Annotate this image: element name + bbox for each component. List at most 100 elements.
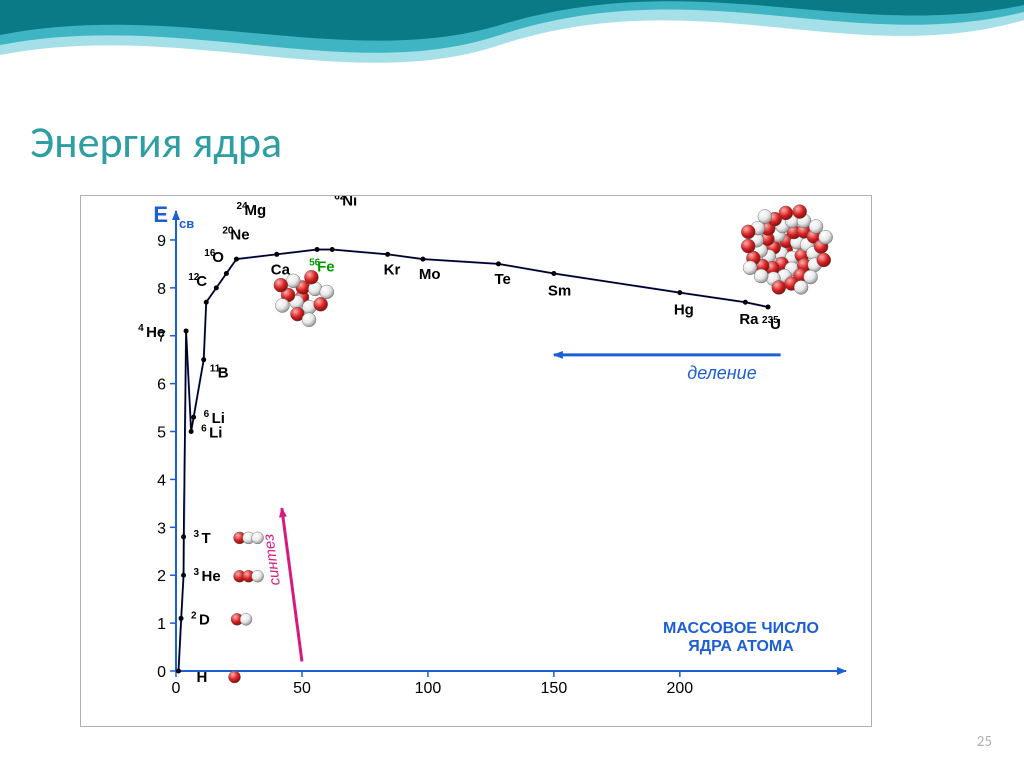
element-label: 11B <box>210 364 229 382</box>
element-label: Hg <box>674 302 694 319</box>
svg-text:2: 2 <box>191 610 197 621</box>
element-label: 6Li <box>204 409 225 427</box>
svg-text:8: 8 <box>157 281 166 298</box>
element-label: Ra <box>739 311 759 328</box>
svg-text:2: 2 <box>157 568 166 585</box>
svg-text:Ne: Ne <box>230 226 249 243</box>
element-label: 62Ni <box>334 196 357 210</box>
svg-text:3: 3 <box>157 520 166 537</box>
svg-text:D: D <box>199 611 210 628</box>
element-label: Te <box>494 271 510 288</box>
svg-text:B: B <box>218 365 229 382</box>
element-label: Mo <box>419 266 441 283</box>
data-point <box>214 285 219 290</box>
element-label: 3He <box>194 567 221 585</box>
svg-text:6: 6 <box>204 409 210 420</box>
element-label: 235U <box>762 315 781 333</box>
svg-text:4: 4 <box>157 472 166 489</box>
proton-icon <box>229 671 241 683</box>
data-point <box>224 271 229 276</box>
svg-text:6: 6 <box>157 377 166 394</box>
data-point <box>496 261 501 266</box>
element-label: 3T <box>194 529 211 547</box>
svg-text:0: 0 <box>157 664 166 681</box>
element-label: 2D <box>191 610 210 628</box>
data-point <box>181 534 186 539</box>
svg-text:200: 200 <box>666 680 693 697</box>
svg-text:3: 3 <box>194 529 200 540</box>
element-label: 12C <box>188 272 207 290</box>
svg-text:Ni: Ni <box>342 196 357 210</box>
svg-text:He: He <box>146 324 165 341</box>
svg-text:50: 50 <box>293 680 311 697</box>
data-point <box>189 429 194 434</box>
data-point <box>234 257 239 262</box>
data-point <box>191 415 196 420</box>
svg-text:Fe: Fe <box>317 259 335 276</box>
data-point <box>743 300 748 305</box>
y-axis-label: E <box>153 202 168 227</box>
synthesis-arrow <box>282 508 302 661</box>
svg-text:Te: Te <box>494 271 510 288</box>
svg-text:O: O <box>212 249 224 266</box>
nucleus-icon <box>274 270 334 327</box>
svg-text:3: 3 <box>194 567 200 578</box>
svg-text:T: T <box>202 530 211 547</box>
element-label: H <box>197 669 208 686</box>
element-label: Ca <box>271 261 291 278</box>
data-point <box>385 252 390 257</box>
svg-text:Mg: Mg <box>244 202 266 219</box>
data-point <box>551 271 556 276</box>
data-point <box>677 290 682 295</box>
data-point <box>176 669 181 674</box>
svg-text:H: H <box>197 669 208 686</box>
data-point <box>274 252 279 257</box>
svg-text:C: C <box>196 273 207 290</box>
data-point <box>184 328 189 333</box>
fission-label: деление <box>687 363 756 383</box>
svg-text:0: 0 <box>172 680 181 697</box>
svg-text:Ca: Ca <box>271 261 291 278</box>
svg-text:9: 9 <box>157 233 166 250</box>
page-number: 25 <box>977 733 992 751</box>
data-point <box>179 616 184 621</box>
svg-text:Li: Li <box>212 410 225 427</box>
element-label: Sm <box>548 282 571 299</box>
element-label: Kr <box>384 261 401 278</box>
data-point <box>766 305 771 310</box>
data-point <box>204 300 209 305</box>
data-point <box>315 247 320 252</box>
neutron-icon <box>252 570 264 582</box>
svg-text:Mo: Mo <box>419 266 441 283</box>
nucleus-icon <box>741 205 832 295</box>
svg-text:4: 4 <box>138 323 144 334</box>
slide: Энергия ядра Eсв МАССОВОЕ ЧИСЛОЯДРА АТОМА… <box>0 0 1024 767</box>
binding-energy-chart: EсвМАССОВОЕ ЧИСЛОЯДРА АТОМА0123456789050… <box>81 196 871 726</box>
slide-title: Энергия ядра <box>30 115 282 169</box>
svg-text:6: 6 <box>201 424 207 435</box>
svg-text:Sm: Sm <box>548 282 571 299</box>
svg-text:Ra: Ra <box>739 311 759 328</box>
chart-container: EсвМАССОВОЕ ЧИСЛОЯДРА АТОМА0123456789050… <box>80 195 872 727</box>
svg-text:1: 1 <box>157 616 166 633</box>
synthesis-label: синтез <box>260 533 284 587</box>
x-axis-label-2: ЯДРА АТОМА <box>688 638 794 655</box>
data-point <box>181 573 186 578</box>
element-label: 24Mg <box>236 201 266 219</box>
element-label: 4He <box>138 323 165 341</box>
svg-text:Hg: Hg <box>674 302 694 319</box>
data-point <box>201 357 206 362</box>
svg-text:Kr: Kr <box>384 261 401 278</box>
svg-text:св: св <box>179 216 194 231</box>
data-point <box>330 247 335 252</box>
svg-text:He: He <box>202 568 221 585</box>
wave-decoration <box>0 0 1024 120</box>
element-label: 16O <box>204 248 224 266</box>
x-axis-label-1: МАССОВОЕ ЧИСЛО <box>663 620 819 637</box>
svg-text:U: U <box>770 316 781 333</box>
svg-text:5: 5 <box>157 425 166 442</box>
data-point <box>420 257 425 262</box>
element-label: 20Ne <box>222 225 249 243</box>
svg-text:150: 150 <box>541 680 568 697</box>
svg-text:100: 100 <box>415 680 442 697</box>
